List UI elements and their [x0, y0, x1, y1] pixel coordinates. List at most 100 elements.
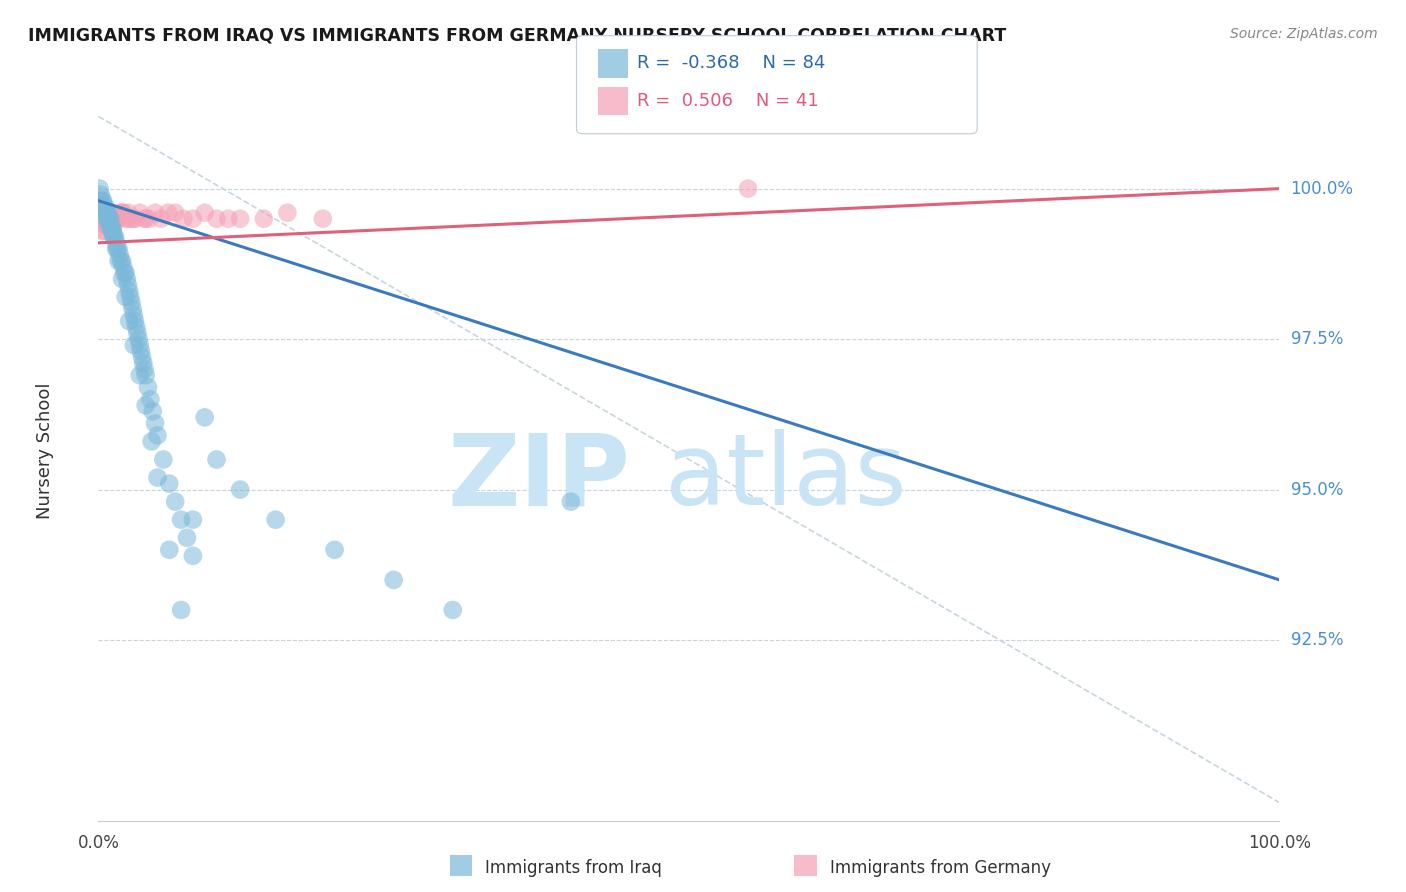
- Point: [135, 368, 157, 383]
- Point: [128, 368, 150, 383]
- Point: [93, 205, 115, 219]
- Point: [264, 513, 287, 527]
- Text: IMMIGRANTS FROM IRAQ VS IMMIGRANTS FROM GERMANY NURSERY SCHOOL CORRELATION CHART: IMMIGRANTS FROM IRAQ VS IMMIGRANTS FROM …: [28, 27, 1007, 45]
- Point: [90, 194, 112, 208]
- Text: 97.5%: 97.5%: [1291, 330, 1343, 348]
- Point: [124, 211, 146, 226]
- Point: [181, 211, 204, 226]
- Point: [194, 205, 217, 219]
- Point: [146, 428, 169, 442]
- Point: [312, 211, 335, 226]
- Point: [229, 211, 252, 226]
- Point: [111, 272, 134, 286]
- Point: [129, 344, 152, 359]
- Point: [143, 417, 166, 431]
- Point: [97, 211, 120, 226]
- Point: [101, 211, 124, 226]
- Point: [104, 229, 127, 244]
- Point: [165, 494, 187, 508]
- Point: [101, 224, 124, 238]
- Point: [120, 290, 142, 304]
- Point: [146, 470, 169, 484]
- Point: [91, 218, 114, 232]
- Point: [737, 181, 759, 195]
- Point: [114, 290, 136, 304]
- Point: [181, 513, 204, 527]
- Point: [128, 332, 150, 346]
- Point: [117, 211, 139, 226]
- Point: [157, 205, 180, 219]
- Point: [115, 272, 138, 286]
- Point: [170, 513, 193, 527]
- Text: ZIP: ZIP: [447, 429, 630, 526]
- Point: [100, 211, 122, 226]
- Text: 100.0%: 100.0%: [1291, 179, 1354, 198]
- Point: [105, 242, 128, 256]
- Point: [98, 211, 121, 226]
- Point: [89, 181, 111, 195]
- Point: [124, 314, 146, 328]
- Point: [107, 242, 129, 256]
- Point: [91, 194, 114, 208]
- Point: [112, 266, 135, 280]
- Point: [101, 224, 124, 238]
- Point: [157, 542, 180, 557]
- Point: [135, 398, 157, 412]
- Point: [98, 218, 121, 232]
- Point: [110, 253, 132, 268]
- Point: [136, 380, 159, 394]
- Text: Nursery School: Nursery School: [37, 382, 55, 519]
- Text: Immigrants from Germany: Immigrants from Germany: [830, 859, 1050, 877]
- Point: [139, 392, 162, 407]
- Point: [194, 410, 217, 425]
- Point: [111, 253, 134, 268]
- Text: Immigrants from Iraq: Immigrants from Iraq: [485, 859, 662, 877]
- Point: [93, 200, 115, 214]
- Point: [205, 211, 228, 226]
- Point: [121, 211, 143, 226]
- Point: [103, 229, 125, 244]
- Point: [114, 266, 136, 280]
- Point: [96, 211, 118, 226]
- Point: [94, 211, 117, 226]
- Point: [105, 242, 128, 256]
- Point: [128, 205, 150, 219]
- Point: [165, 205, 187, 219]
- Point: [90, 187, 112, 202]
- Point: [323, 542, 346, 557]
- Point: [98, 218, 121, 232]
- Point: [105, 211, 128, 226]
- Text: 92.5%: 92.5%: [1291, 631, 1343, 649]
- Point: [382, 573, 405, 587]
- Point: [134, 211, 156, 226]
- Point: [100, 218, 122, 232]
- Point: [125, 320, 148, 334]
- Text: 95.0%: 95.0%: [1291, 481, 1343, 499]
- Point: [97, 218, 120, 232]
- Point: [91, 200, 114, 214]
- Point: [96, 218, 118, 232]
- Point: [107, 253, 129, 268]
- Text: Source: ZipAtlas.com: Source: ZipAtlas.com: [1230, 27, 1378, 41]
- Point: [229, 483, 252, 497]
- Point: [98, 211, 121, 226]
- Point: [121, 296, 143, 310]
- Point: [152, 452, 174, 467]
- Point: [143, 205, 166, 219]
- Point: [91, 194, 114, 208]
- Point: [91, 224, 114, 238]
- Point: [150, 211, 173, 226]
- Point: [560, 494, 582, 508]
- Point: [114, 211, 136, 226]
- Text: atlas: atlas: [665, 429, 907, 526]
- Point: [127, 326, 149, 340]
- Point: [103, 218, 125, 232]
- Point: [107, 211, 129, 226]
- Point: [112, 260, 135, 274]
- Point: [111, 205, 134, 219]
- Point: [94, 205, 117, 219]
- Point: [105, 211, 128, 226]
- Point: [98, 211, 121, 226]
- Point: [142, 404, 165, 418]
- Point: [105, 235, 128, 250]
